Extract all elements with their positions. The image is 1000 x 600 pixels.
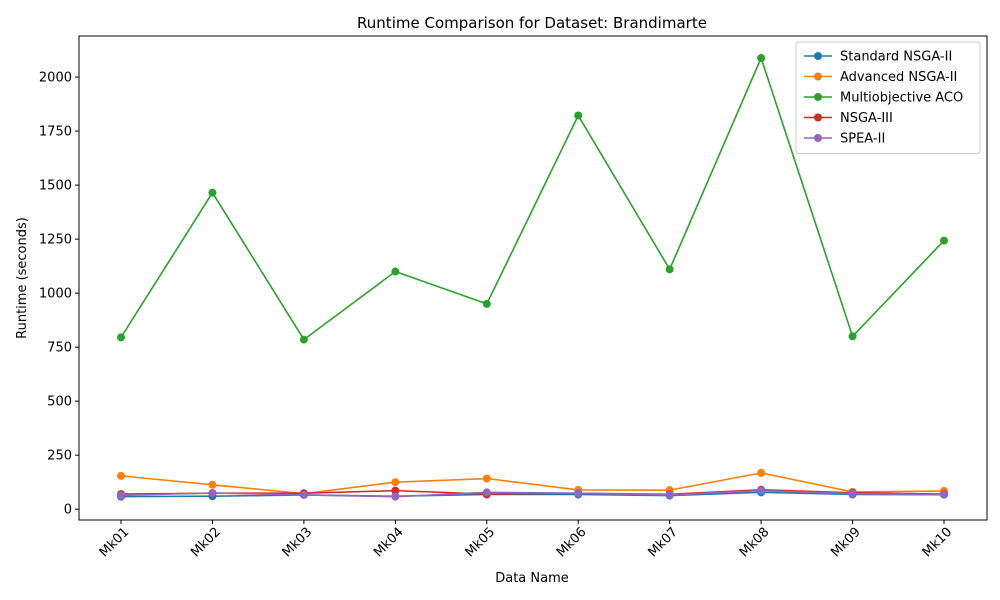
data-point (391, 492, 400, 501)
axes-frame (78, 35, 988, 521)
x-tick-label: Mk03 (280, 525, 316, 561)
legend-marker (814, 93, 822, 101)
data-point (299, 490, 308, 499)
legend: Standard NSGA-II Advanced NSGA-II Multiobj… (795, 41, 981, 154)
series-line (120, 472, 945, 495)
legend-label: SPEA-II (840, 132, 885, 147)
data-point (574, 111, 583, 120)
series-line (120, 491, 945, 498)
data-point (117, 471, 125, 480)
x-tick-label: Mk08 (737, 525, 773, 561)
x-axis-ticks: Mk01 Mk02 Mk03 Mk04 Mk05 Mk06 Mk07 Mk08 Mk09 Mk10 (97, 520, 956, 561)
data-point (208, 488, 217, 497)
data-point (391, 267, 400, 276)
legend-item: Standard NSGA-II (804, 50, 952, 65)
data-point (391, 478, 400, 487)
data-point (574, 489, 583, 498)
data-point (848, 489, 857, 498)
series-spea-ii (117, 486, 948, 501)
chart-title: Runtime Comparison for Dataset: Brandima… (357, 14, 707, 32)
data-point (848, 332, 857, 341)
y-tick-label: 250 (47, 449, 72, 464)
legend-marker (814, 134, 822, 142)
data-point (482, 474, 491, 483)
x-tick-label: Mk02 (188, 525, 224, 561)
legend-marker (814, 113, 822, 122)
x-tick-label: Mk10 (920, 525, 956, 561)
legend-item: SPEA-II (804, 132, 885, 147)
y-tick-label: 1750 (39, 125, 72, 140)
data-point (117, 333, 125, 342)
legend-item: Advanced NSGA-II (804, 70, 957, 85)
data-point (757, 54, 766, 63)
legend-item: Multiobjective ACO (804, 91, 963, 106)
data-point (757, 468, 766, 477)
y-tick-label: 2000 (39, 71, 72, 86)
y-tick-label: 1500 (39, 179, 72, 194)
legend-label: Standard NSGA-II (840, 50, 952, 65)
series-line (120, 489, 945, 498)
series-multiobjective-aco (117, 54, 948, 344)
data-point (757, 486, 766, 495)
y-tick-label: 1000 (39, 287, 72, 302)
legend-item: NSGA-III (804, 111, 893, 126)
legend-box (795, 41, 981, 154)
y-tick-label: 500 (47, 395, 72, 410)
legend-label: Multiobjective ACO (840, 91, 963, 106)
legend-label: Advanced NSGA-II (840, 70, 957, 85)
x-tick-label: Mk06 (554, 525, 590, 561)
legend-label: NSGA-III (840, 111, 893, 126)
x-tick-label: Mk04 (371, 525, 407, 561)
x-axis-label: Data Name (495, 571, 569, 586)
data-point (482, 488, 491, 497)
data-point (940, 490, 948, 499)
data-point (665, 265, 674, 274)
x-tick-label: Mk09 (828, 525, 864, 561)
data-point (391, 486, 400, 495)
y-tick-label: 750 (47, 341, 72, 356)
data-point (117, 491, 125, 500)
plot-area (117, 54, 948, 501)
data-point (208, 188, 217, 197)
y-tick-label: 1250 (39, 233, 72, 248)
legend-marker (814, 52, 822, 60)
data-point (665, 490, 674, 499)
y-tick-label: 0 (64, 503, 72, 518)
series-line (120, 55, 945, 341)
y-axis-label: Runtime (seconds) (15, 217, 30, 339)
data-point (940, 236, 948, 245)
series-standard-nsga-ii (117, 488, 948, 501)
data-point (299, 335, 308, 344)
x-tick-label: Mk05 (463, 525, 499, 561)
data-point (482, 299, 491, 308)
x-tick-label: Mk07 (645, 525, 681, 561)
legend-marker (814, 72, 822, 81)
data-point (208, 480, 217, 489)
y-axis-ticks: 0 250 500 750 1000 1250 1500 1750 2000 (39, 71, 79, 518)
x-tick-label: Mk01 (97, 525, 133, 561)
